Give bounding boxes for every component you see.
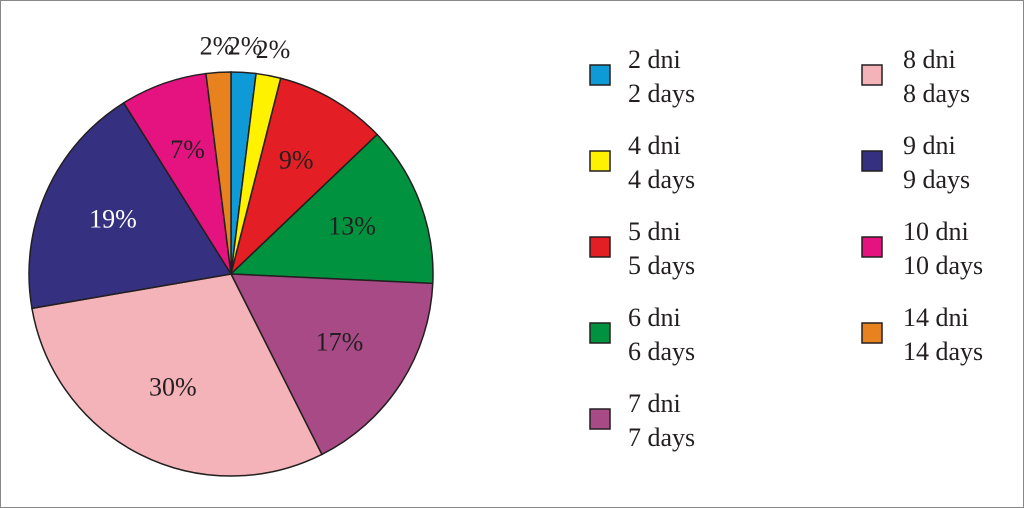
pie-slice — [28, 101, 233, 310]
value-label: 2% — [228, 31, 263, 60]
pie-slice — [229, 133, 434, 285]
legend-label: 5 dni — [628, 217, 681, 246]
legend-swatch — [589, 64, 611, 86]
legend-label: 14 dni — [903, 303, 969, 332]
legend-label: 10 days — [903, 251, 983, 280]
legend-swatch — [861, 322, 883, 344]
value-label: 30% — [149, 372, 197, 401]
legend-label: 6 dni — [628, 303, 681, 332]
value-label: 2% — [256, 35, 291, 64]
value-label: 2% — [200, 31, 235, 60]
legend-label: 8 dni — [903, 45, 956, 74]
legend-label: 8 days — [903, 79, 970, 108]
legend-swatch — [861, 236, 883, 258]
legend-label: 2 dni — [628, 45, 681, 74]
legend-swatch — [589, 322, 611, 344]
legend-label: 6 days — [628, 337, 695, 366]
pie-slice — [229, 77, 379, 277]
legend-label: 9 days — [903, 165, 970, 194]
pie-slice — [205, 71, 232, 275]
legend-label: 14 days — [903, 337, 983, 366]
pie-slice — [31, 273, 323, 477]
value-label: 19% — [89, 204, 137, 233]
legend-swatch — [861, 150, 883, 172]
pie-slice — [229, 273, 434, 456]
legend-label: 7 dni — [628, 389, 681, 418]
legend-label: 5 days — [628, 251, 695, 280]
value-label: 7% — [170, 135, 205, 164]
legend-swatch — [861, 64, 883, 86]
legend-label: 4 dni — [628, 131, 681, 160]
value-label: 17% — [316, 327, 364, 356]
legend-label: 10 dni — [903, 217, 969, 246]
legend-label: 2 days — [628, 79, 695, 108]
legend-label: 7 days — [628, 423, 695, 452]
legend-swatch — [589, 408, 611, 430]
value-label: 13% — [328, 212, 376, 241]
legend-swatch — [589, 236, 611, 258]
legend-label: 9 dni — [903, 131, 956, 160]
legend-label: 4 days — [628, 165, 695, 194]
legend-swatch — [589, 150, 611, 172]
value-label: 9% — [279, 145, 314, 174]
